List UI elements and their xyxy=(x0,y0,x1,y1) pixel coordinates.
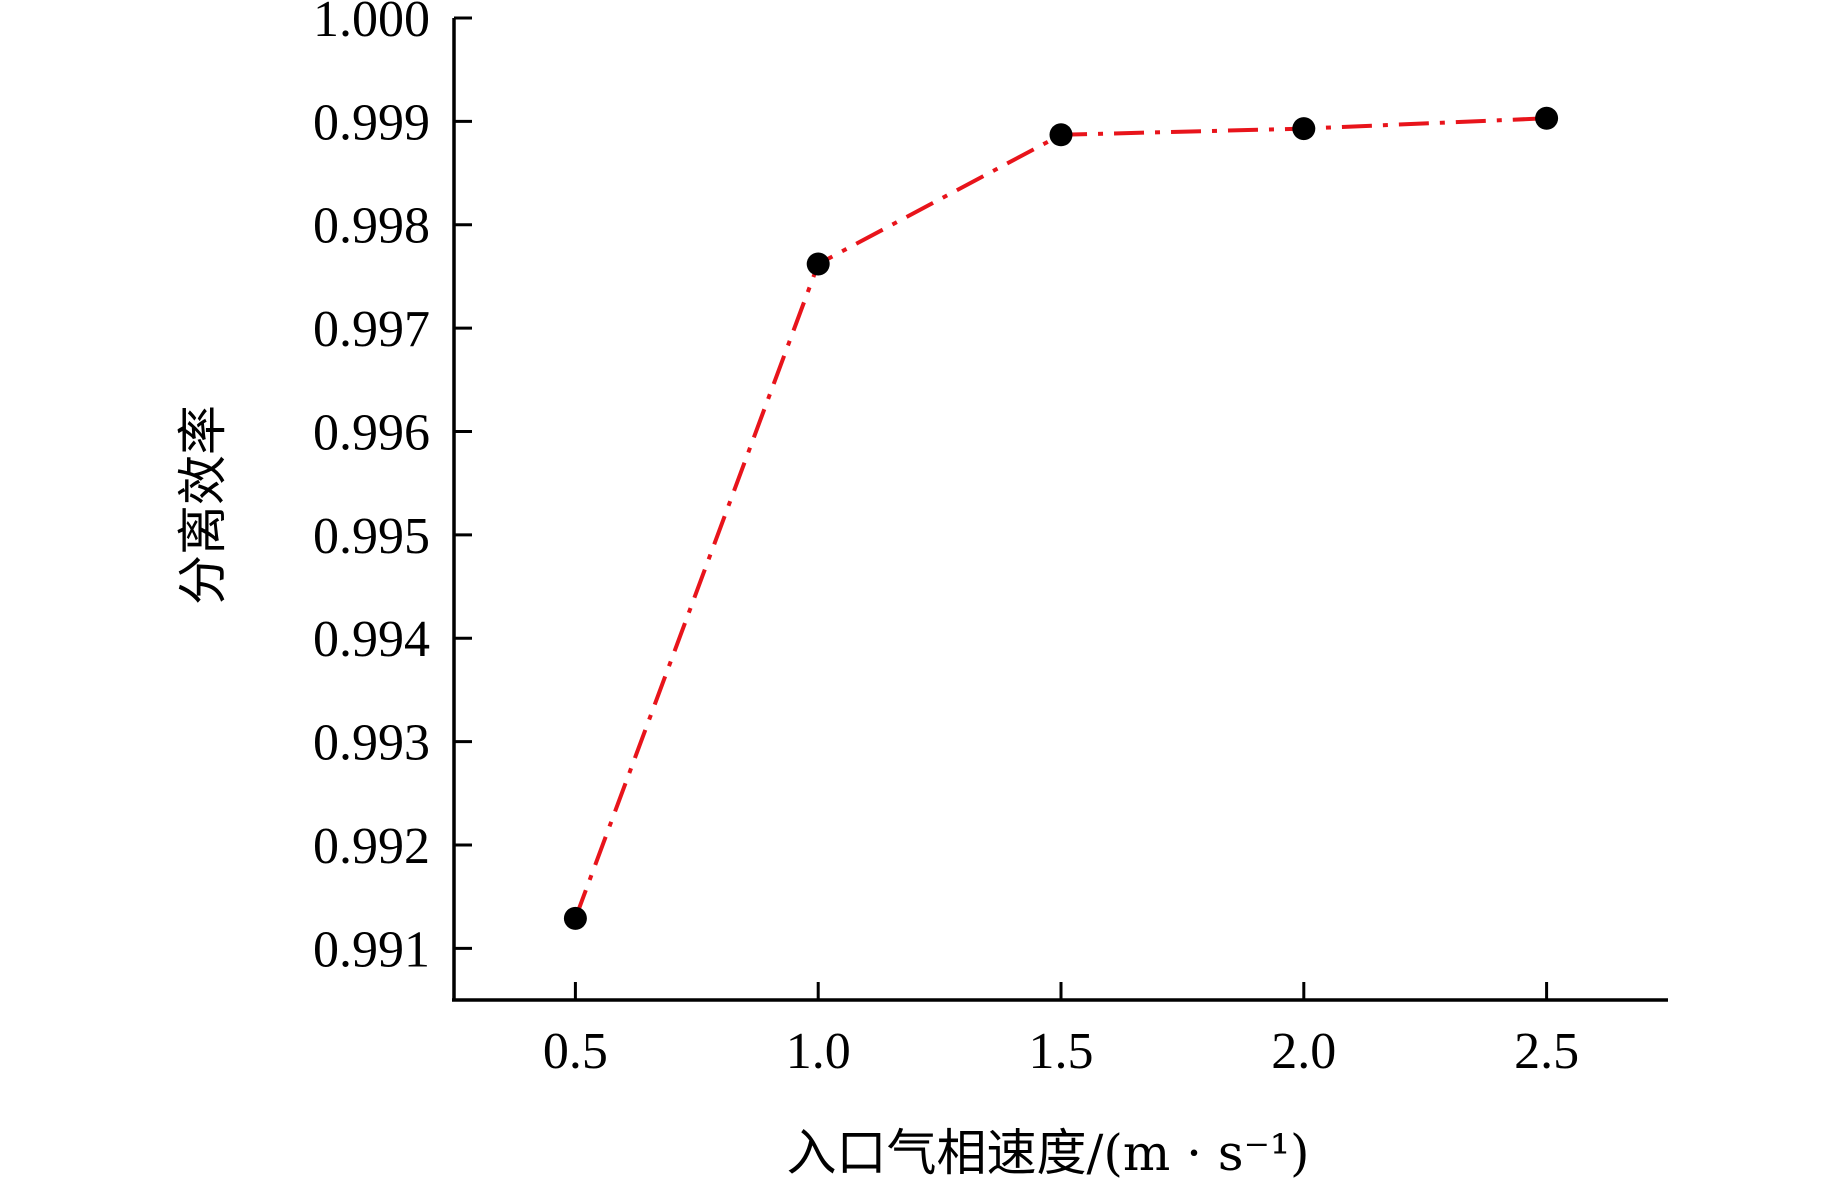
x-axis-title: 入口气相速度/(m · s⁻¹) xyxy=(786,1124,1309,1180)
series-line xyxy=(573,116,1547,920)
y-tick-label: 0.993 xyxy=(313,715,430,772)
y-tick-label: 0.994 xyxy=(313,611,430,668)
x-tick-label: 0.5 xyxy=(543,1023,608,1080)
y-tick-label: 0.999 xyxy=(313,94,430,151)
x-tick-label: 2.5 xyxy=(1514,1023,1579,1080)
plot-area: 0.991 0.992 0.993 0.994 0.995 0.996 0.997 0.998… xyxy=(313,0,1668,1080)
x-tick-label: 1.5 xyxy=(1029,1023,1094,1080)
y-tick-label: 0.996 xyxy=(313,404,430,461)
data-point xyxy=(563,906,587,930)
y-tick-label: 0.997 xyxy=(313,301,430,358)
y-tick-label: 1.000 xyxy=(313,0,430,48)
data-point xyxy=(1535,106,1559,130)
y-tick-label: 0.995 xyxy=(313,508,430,565)
y-tick-label: 0.998 xyxy=(313,198,430,255)
data-point xyxy=(1049,123,1073,147)
data-point xyxy=(806,252,830,276)
x-tick-label: 2.0 xyxy=(1271,1023,1336,1080)
y-axis-title: 分离效率 xyxy=(174,405,232,605)
y-axis-title-group: 分离效率 xyxy=(174,405,232,605)
y-tick-label: 0.992 xyxy=(313,818,430,875)
x-tick-label: 1.0 xyxy=(786,1023,851,1080)
y-tick-label: 0.991 xyxy=(313,921,430,978)
data-point xyxy=(1292,117,1316,141)
